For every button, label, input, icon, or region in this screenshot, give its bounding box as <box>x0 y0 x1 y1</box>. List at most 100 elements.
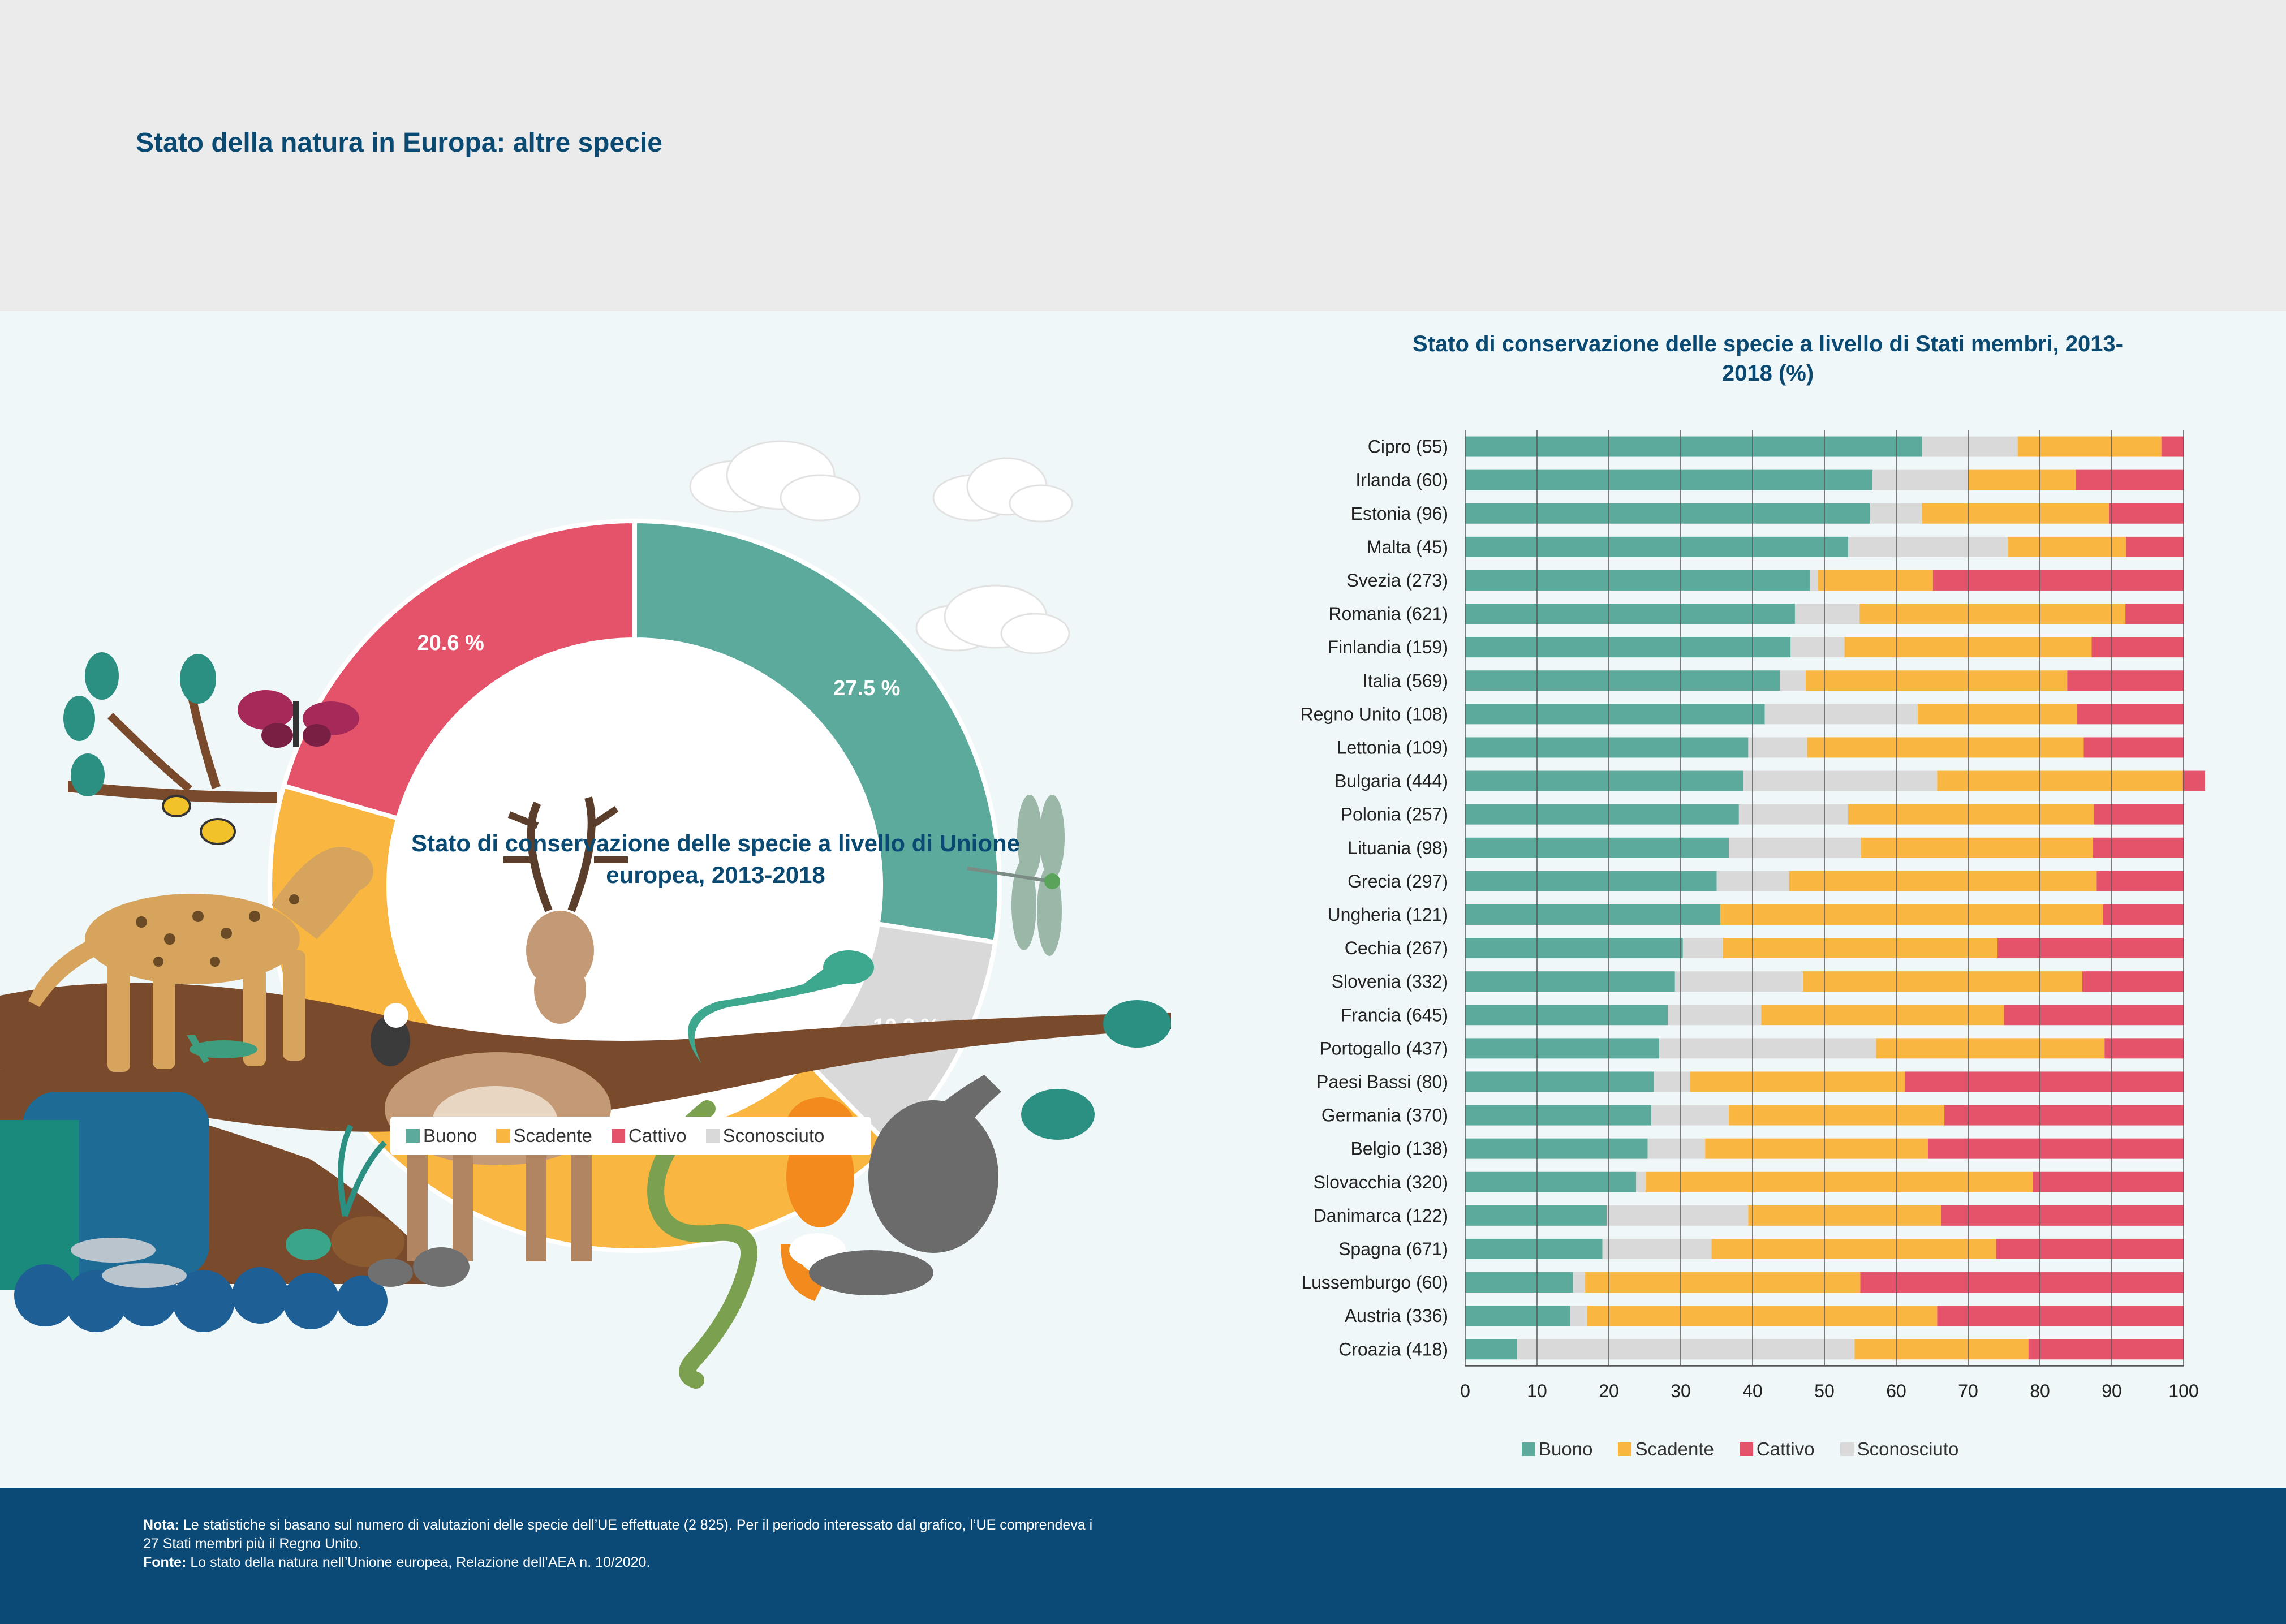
legend-swatch <box>406 1129 420 1143</box>
bar-segment-buono <box>1465 837 1729 858</box>
donut-slice-cattivo <box>281 518 637 821</box>
bar-legend: Buono Scadente Cattivo Sconosciuto <box>1522 1430 1958 1468</box>
bar-segment-scadente <box>2007 536 2126 557</box>
bar-segment-sconosciuto <box>1794 604 1860 624</box>
rocks-decoration <box>368 1247 470 1287</box>
footer-note: Nota: Le statistiche si basano sul numer… <box>143 1516 1105 1572</box>
legend-swatch <box>705 1129 720 1143</box>
x-tick-label: 50 <box>1814 1381 1835 1401</box>
x-tick-label: 90 <box>2102 1381 2122 1401</box>
legend-label: Scadente <box>1635 1438 1714 1459</box>
category-label: Finlandia (159) <box>1328 637 1448 657</box>
x-tick-label: 40 <box>1742 1381 1763 1401</box>
cloud-decoration <box>497 440 1073 821</box>
bar-segment-scadente <box>1922 503 2109 524</box>
bar-segment-sconosciuto <box>1517 1339 1855 1360</box>
bar-segment-scadente <box>1585 1272 1861 1293</box>
bar-segment-buono <box>1465 1306 1570 1326</box>
bar-segment-sconosciuto <box>1668 1005 1762 1026</box>
bar-segment-scadente <box>1937 770 2183 791</box>
bar-segment-scadente <box>1748 1205 1942 1226</box>
bar-segment-buono <box>1465 971 1675 992</box>
donut-slice-label: 20.6 % <box>417 631 484 655</box>
bar-chart-title: Stato di conservazione delle specie a li… <box>1412 331 2123 386</box>
legend-label: Sconosciuto <box>722 1125 825 1146</box>
legend-item-buono: Buono <box>1522 1438 1592 1460</box>
x-tick-label: 60 <box>1886 1381 1906 1401</box>
bar-segment-cattivo <box>1997 938 2184 959</box>
bar-segment-cattivo <box>2125 604 2184 624</box>
fonte-text: Lo stato della natura nell’Unione europe… <box>186 1554 651 1570</box>
legend-item-cattivo: Cattivo <box>1739 1438 1815 1460</box>
x-tick-label: 30 <box>1671 1381 1691 1401</box>
category-label: Grecia (297) <box>1348 871 1448 891</box>
bar-segment-scadente <box>1854 1339 2029 1360</box>
fish-icon <box>71 1238 187 1288</box>
nota-label: Nota: <box>143 1517 179 1533</box>
page-title: Stato della natura in Europa: altre spec… <box>136 128 662 158</box>
leopard-icon <box>28 847 373 1072</box>
legend-swatch <box>1618 1442 1632 1456</box>
leopard-spots <box>136 894 299 967</box>
legend-swatch <box>496 1129 510 1143</box>
category-label: Malta (45) <box>1367 537 1448 557</box>
category-label: Francia (645) <box>1341 1005 1448 1025</box>
legend-item-sconosciuto: Sconosciuto <box>1840 1438 1959 1460</box>
header-band: Stato della natura in Europa: altre spec… <box>0 0 2286 311</box>
bar-segment-buono <box>1465 670 1780 691</box>
bar-segment-sconosciuto <box>1573 1272 1586 1293</box>
bird-icon <box>371 1003 410 1066</box>
bar-segment-sconosciuto <box>1674 971 1803 992</box>
legend-swatch <box>611 1129 625 1143</box>
iguana-icon <box>688 950 874 1063</box>
bar-segment-buono <box>1465 604 1795 624</box>
bar-segment-cattivo <box>1927 1138 2184 1159</box>
waterfall-decoration <box>0 1092 388 1332</box>
legend-item-buono: Buono <box>406 1125 477 1147</box>
bar-segment-cattivo <box>1860 1272 2184 1293</box>
bar-segment-scadente <box>1859 604 2126 624</box>
category-label: Portogallo (437) <box>1319 1038 1448 1058</box>
bar-segment-sconosciuto <box>1780 670 1806 691</box>
legend-swatch <box>1840 1442 1854 1456</box>
category-label: Danimarca (122) <box>1314 1205 1448 1226</box>
donut-infographic: 27.5 %10.2 %41.8 %20.6 % <box>0 440 1171 1389</box>
bar-segment-cattivo <box>2103 904 2184 925</box>
snake-icon <box>647 1100 757 1389</box>
dragonfly-icon <box>967 795 1065 956</box>
wolf-icon <box>809 1075 1001 1295</box>
donut-center-label: Stato di conservazione delle specie a li… <box>411 830 1020 888</box>
category-label: Polonia (257) <box>1341 804 1448 825</box>
fonte-label: Fonte: <box>143 1554 187 1570</box>
bar-segment-sconosciuto <box>1647 1138 1706 1159</box>
bar-segment-buono <box>1465 1105 1651 1126</box>
plant-decoration <box>338 1124 387 1217</box>
bar-segment-sconosciuto <box>1743 770 1938 791</box>
category-label: Croazia (418) <box>1338 1339 1448 1359</box>
bar-segment-sconosciuto <box>1607 1205 1749 1226</box>
bar-segment-cattivo <box>2094 804 2184 825</box>
donut-slice-buono <box>632 518 1002 945</box>
category-label: Belgio (138) <box>1350 1139 1448 1159</box>
bar-segment-cattivo <box>1932 570 2184 591</box>
category-label: Regno Unito (108) <box>1301 704 1448 724</box>
bar-segment-cattivo <box>2096 871 2184 891</box>
bar-segment-scadente <box>1802 971 2082 992</box>
legend-item-cattivo: Cattivo <box>611 1125 687 1147</box>
turtle-icon <box>286 1216 404 1267</box>
category-label: Paesi Bassi (80) <box>1316 1071 1448 1092</box>
bar-segment-cattivo <box>1905 1071 2184 1092</box>
bar-segment-cattivo <box>1941 1205 2184 1226</box>
bar-segment-buono <box>1465 469 1873 490</box>
bar-segment-sconosciuto <box>1636 1171 1646 1192</box>
bar-segment-buono <box>1465 871 1717 891</box>
category-label: Italia (569) <box>1363 670 1448 691</box>
bar-segment-sconosciuto <box>1922 436 2018 457</box>
bar-segment-scadente <box>1818 570 1933 591</box>
bar-segment-cattivo <box>2104 1038 2184 1059</box>
bar-segment-sconosciuto <box>1848 536 2008 557</box>
bar-segment-scadente <box>1723 938 1998 959</box>
bar-segment-cattivo <box>2126 536 2184 557</box>
bar-segment-buono <box>1465 804 1739 825</box>
legend-label: Sconosciuto <box>1857 1438 1959 1459</box>
